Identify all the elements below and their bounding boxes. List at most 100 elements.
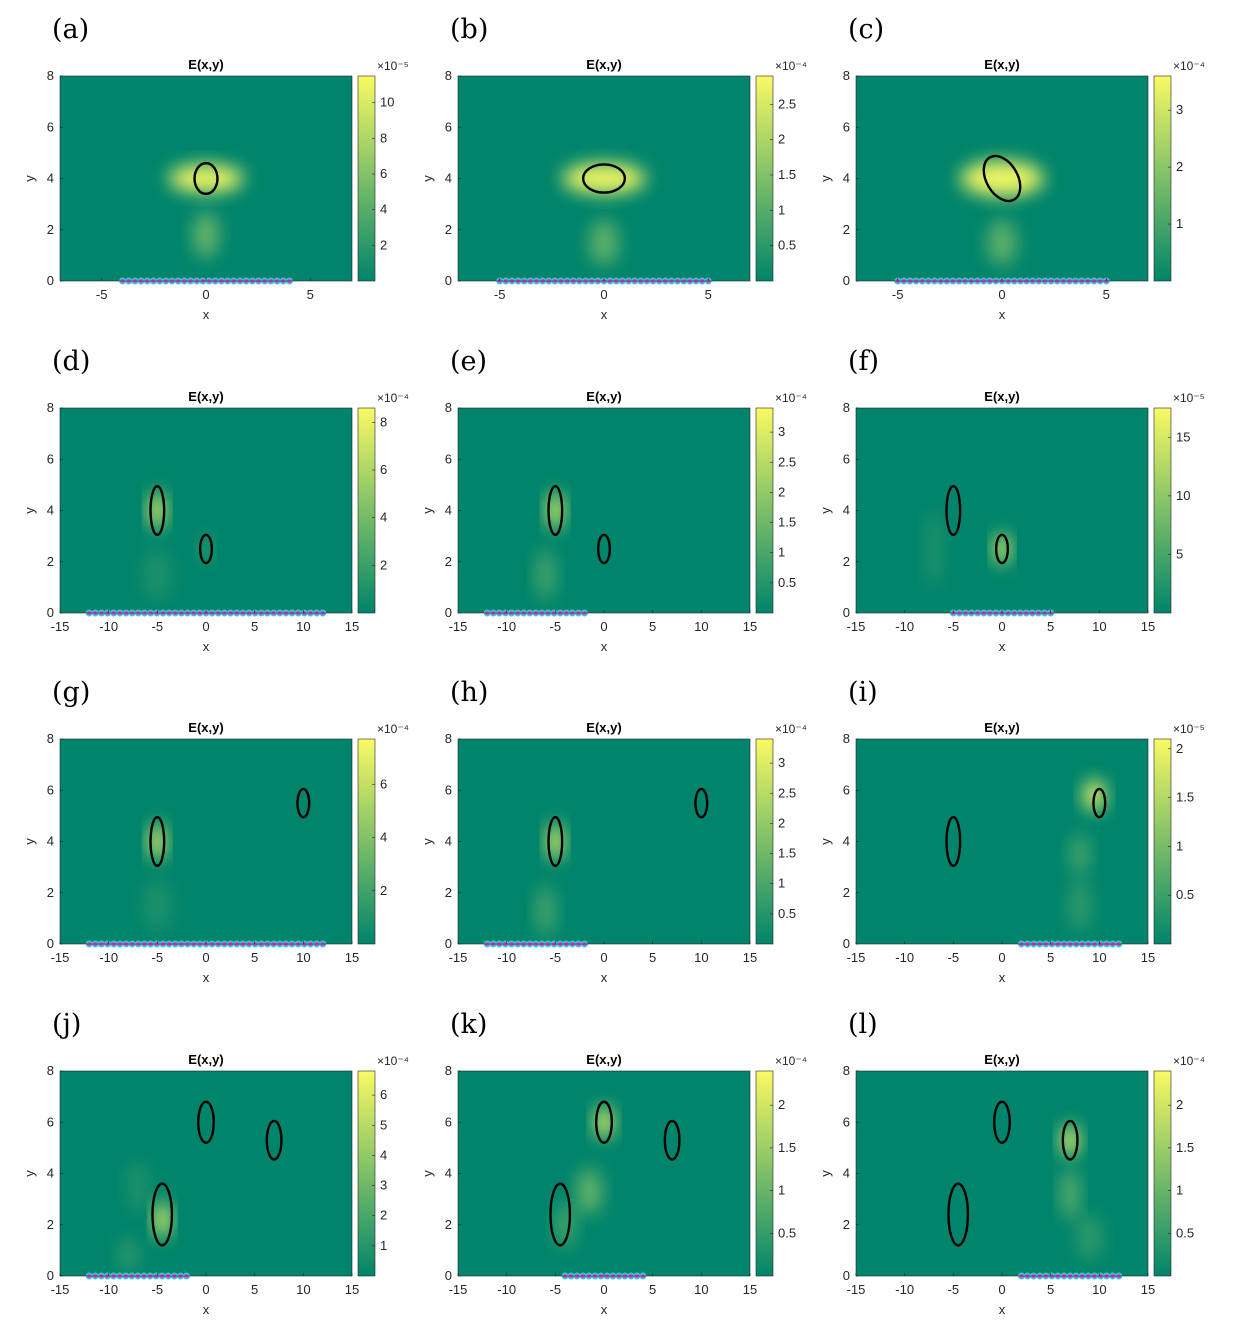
y-tick-label: 8 [47,1063,54,1078]
y-tick-label: 0 [445,936,452,951]
intensity-blob [926,510,942,588]
colorbar-exponent: ×10⁻⁵ [377,59,409,73]
heatmap-chart: -5 0 5 0 2 4 6 8 E(x,y) x y 2 4 6 8 10 ×10⁻⁵ [22,57,409,322]
x-axis-label: x [203,639,210,654]
colorbar-tick-label: 1.5 [1176,1140,1194,1155]
intensity-blob [535,885,556,937]
x-tick-label: 0 [202,1282,209,1297]
x-tick-label: 15 [345,619,359,634]
colorbar-tick-label: 3 [1176,102,1183,117]
heatmap-chart: -15 -10 -5 0 5 10 15 0 2 4 6 8 E(x,y) x y 0.5 1 1.5 2 ×10⁻⁵ [818,720,1205,985]
scatterer-boundary [265,1119,283,1161]
plot-background [60,408,352,613]
y-tick-label: 8 [47,731,54,746]
y-tick-label: 8 [47,400,54,415]
x-tick-label: 15 [743,1282,757,1297]
panel-h: (h) -15 -10 -5 0 5 10 15 0 2 4 6 8 E(x,y) x y 0.5 1 1.5 2 2.… [398,663,807,998]
y-tick-label: 2 [843,222,850,237]
x-tick-label: 0 [998,1282,1005,1297]
x-tick-label: -5 [494,287,506,302]
panel-label: (g) [52,677,91,708]
y-tick-label: 8 [47,68,54,83]
x-tick-label: 0 [202,619,209,634]
heatmap-chart: -15 -10 -5 0 5 10 15 0 2 4 6 8 E(x,y) x y 1 2 3 4 5 6 ×10⁻⁴ [22,1052,409,1317]
colorbar [755,1070,774,1277]
colorbar-tick-label: 2 [778,815,785,830]
colorbar-exponent: ×10⁻⁴ [1173,59,1205,73]
x-tick-label: -10 [497,950,516,965]
x-tick-label: -5 [152,1282,164,1297]
y-tick-label: 2 [47,222,54,237]
intensity-blob [1061,1168,1079,1220]
colorbar [357,1070,376,1277]
panel-label: (b) [450,14,489,45]
colorbar-tick-label: 0.5 [778,906,796,921]
chart-title: E(x,y) [984,57,1019,72]
intensity-blob [154,1201,170,1238]
x-axis-label: x [203,307,210,322]
intensity-blob [994,533,1010,565]
x-tick-label: 5 [1047,619,1054,634]
x-axis-label: x [203,970,210,985]
panel-l: (l) -15 -10 -5 0 5 10 15 0 2 4 6 8 E(x,y) x y 0.5 1 1.5 2 ×1… [796,995,1205,1330]
intensity-blob [577,1168,602,1215]
x-tick-label: 5 [1103,287,1110,302]
chart-title: E(x,y) [188,1052,223,1067]
intensity-blob [142,548,172,601]
y-tick-label: 4 [843,503,850,518]
colorbar-tick-label: 0.5 [778,1225,796,1240]
y-tick-label: 6 [445,1114,452,1129]
colorbar [357,738,376,945]
colorbar [1153,407,1172,614]
y-tick-label: 0 [445,273,452,288]
colorbar-tick-label: 1 [778,876,785,891]
y-tick-label: 2 [445,554,452,569]
plot-background [60,739,352,944]
x-tick-label: 5 [251,619,258,634]
x-tick-label: -15 [51,1282,70,1297]
colorbar-exponent: ×10⁻⁵ [1173,722,1205,736]
x-tick-label: 15 [345,1282,359,1297]
y-axis-label: y [420,507,435,514]
x-tick-label: 0 [600,287,607,302]
colorbar-tick-label: 1.5 [778,846,796,861]
intensity-blob [547,823,564,860]
colorbar-tick-label: 5 [380,1117,387,1132]
y-tick-label: 6 [445,782,452,797]
y-tick-label: 0 [47,273,54,288]
panel-f: (f) -15 -10 -5 0 5 10 15 0 2 4 6 8 E(x,y) x y 5 10 15 ×10⁻⁵ [796,332,1205,667]
panel-g: (g) -15 -10 -5 0 5 10 15 0 2 4 6 8 E(x,y) x y 2 4 6 ×10⁻⁴ [0,663,409,998]
colorbar-tick-label: 0.5 [1176,887,1194,902]
colorbar-tick-label: 2 [778,1097,785,1112]
x-tick-label: 10 [296,950,310,965]
colorbar-tick-label: 1 [778,545,785,560]
colorbar-tick-label: 1 [1176,1183,1183,1198]
x-tick-label: 15 [1141,619,1155,634]
colorbar-tick-label: 2 [778,132,785,147]
colorbar [755,738,774,945]
y-tick-label: 8 [843,731,850,746]
colorbar-tick-label: 2 [778,484,785,499]
x-axis-label: x [999,1302,1006,1317]
panel-label: (c) [848,14,885,45]
plot-background [458,408,750,613]
colorbar-tick-label: 6 [380,166,387,181]
intensity-blob [1068,879,1092,932]
scatterer-boundary [547,484,564,537]
y-tick-label: 2 [843,885,850,900]
x-tick-label: 5 [1047,950,1054,965]
x-tick-label: 5 [1047,1282,1054,1297]
y-axis-label: y [818,838,833,845]
colorbar [1153,75,1172,282]
colorbar-exponent: ×10⁻⁴ [377,722,409,736]
y-tick-label: 8 [445,400,452,415]
y-tick-label: 2 [47,885,54,900]
panel-label: (l) [848,1009,878,1040]
colorbar-tick-label: 2 [1176,1097,1183,1112]
x-tick-label: -10 [895,619,914,634]
y-tick-label: 2 [445,1217,452,1232]
y-tick-label: 4 [843,171,850,186]
colorbar-tick-label: 0.5 [1176,1225,1194,1240]
intensity-blob [1061,1124,1079,1156]
y-tick-label: 0 [843,273,850,288]
